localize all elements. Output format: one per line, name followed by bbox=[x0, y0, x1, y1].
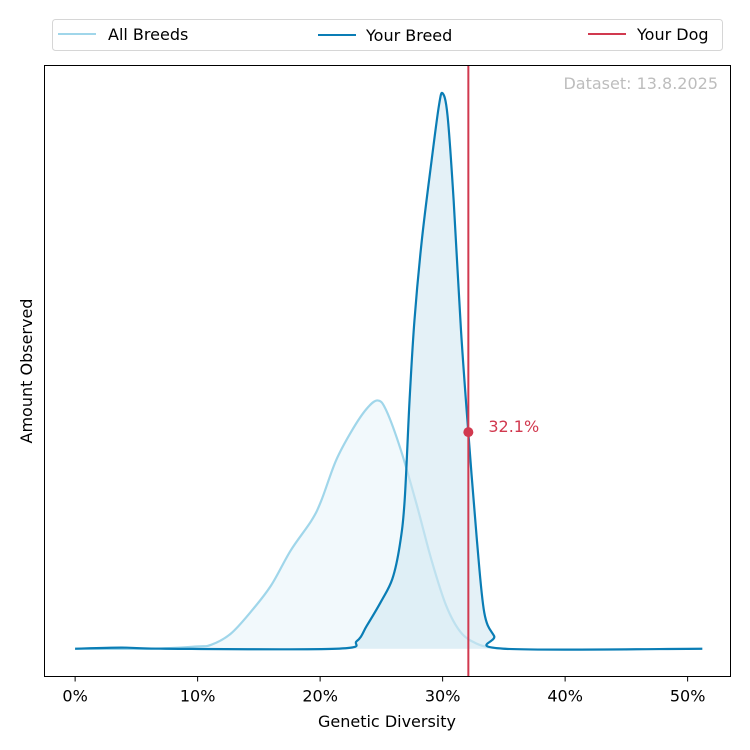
legend: All Breeds Your Breed Your Dog bbox=[52, 19, 723, 51]
x-tick-label: 40% bbox=[547, 687, 583, 706]
x-tick-label: 30% bbox=[425, 687, 461, 706]
axes-frame bbox=[44, 65, 731, 677]
dataset-annotation: Dataset: 13.8.2025 bbox=[563, 74, 718, 93]
x-tick-label: 20% bbox=[302, 687, 338, 706]
legend-label-all-breeds: All Breeds bbox=[108, 25, 188, 44]
x-axis: 0% 10% 20% 30% 40% 50% bbox=[62, 676, 706, 706]
x-axis-label: Genetic Diversity bbox=[318, 712, 456, 731]
your-dog-marker bbox=[463, 427, 474, 438]
legend-label-your-breed: Your Breed bbox=[365, 26, 452, 45]
x-tick-label: 50% bbox=[670, 687, 706, 706]
legend-label-your-dog: Your Dog bbox=[636, 25, 709, 44]
x-tick-label: 10% bbox=[180, 687, 216, 706]
plot-area: 32.1% bbox=[75, 65, 703, 677]
your-breed-line bbox=[75, 91, 703, 651]
x-tick-label: 0% bbox=[62, 687, 87, 706]
legend-frame bbox=[52, 19, 723, 51]
your-dog-value-label: 32.1% bbox=[488, 417, 539, 436]
y-axis-label: Amount Observed bbox=[17, 299, 36, 444]
